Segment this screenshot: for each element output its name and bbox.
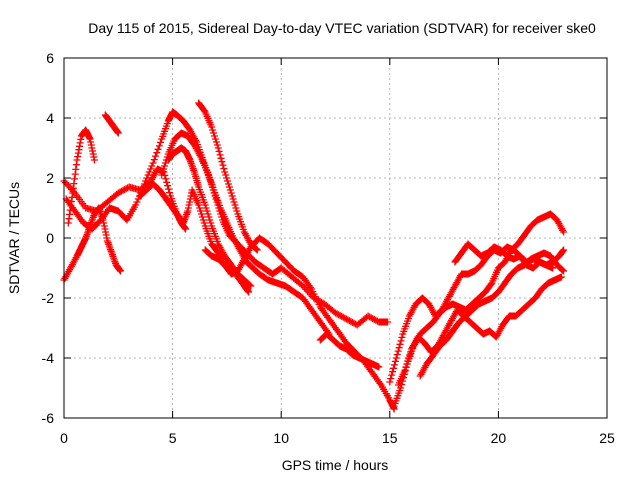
y-tick-label: 2 (46, 170, 54, 186)
y-axis-title: SDTVAR / TECUs (6, 182, 22, 294)
x-tick-label: 15 (382, 430, 398, 446)
data-point-markers (451, 240, 557, 272)
series-track-14 (416, 249, 568, 380)
series-track-3 (101, 111, 122, 137)
y-tick-label: -2 (42, 290, 55, 306)
data-point-markers (390, 210, 568, 410)
series-track-8 (195, 99, 261, 254)
x-tick-label: 0 (60, 430, 68, 446)
data-point-markers (316, 330, 383, 371)
x-axis-title: GPS time / hours (282, 457, 389, 473)
series-track-6 (158, 129, 333, 338)
data-point-markers (136, 180, 190, 233)
plot-frame (63, 57, 608, 419)
series-track-4 (60, 165, 398, 413)
data-point-markers (201, 246, 253, 296)
data-point-markers (60, 165, 398, 413)
x-tick-label: 5 (169, 430, 177, 446)
series-track-12 (390, 210, 568, 410)
y-tick-label: -6 (42, 410, 55, 426)
data-marks (60, 99, 568, 413)
data-point-markers (195, 99, 261, 254)
series-track-16 (316, 330, 383, 371)
y-tick-label: 4 (46, 110, 54, 126)
data-point-markers (416, 249, 568, 380)
chart-title: Day 115 of 2015, Sidereal Day-to-day VTE… (88, 20, 596, 36)
y-tick-label: 6 (46, 50, 54, 66)
x-tick-label: 10 (273, 430, 289, 446)
data-point-markers (101, 111, 122, 137)
x-tick-label: 25 (599, 430, 615, 446)
x-tick-label: 20 (491, 430, 507, 446)
series-track-9 (136, 180, 190, 233)
y-tick-label: -4 (42, 350, 55, 366)
axes: 0 5 10 15 20 25 -6 -4 -2 0 2 4 6 (42, 50, 615, 446)
series-track-15 (451, 240, 557, 272)
y-tick-label: 0 (46, 230, 54, 246)
data-point-markers (158, 129, 333, 338)
series-track-10 (201, 246, 253, 296)
